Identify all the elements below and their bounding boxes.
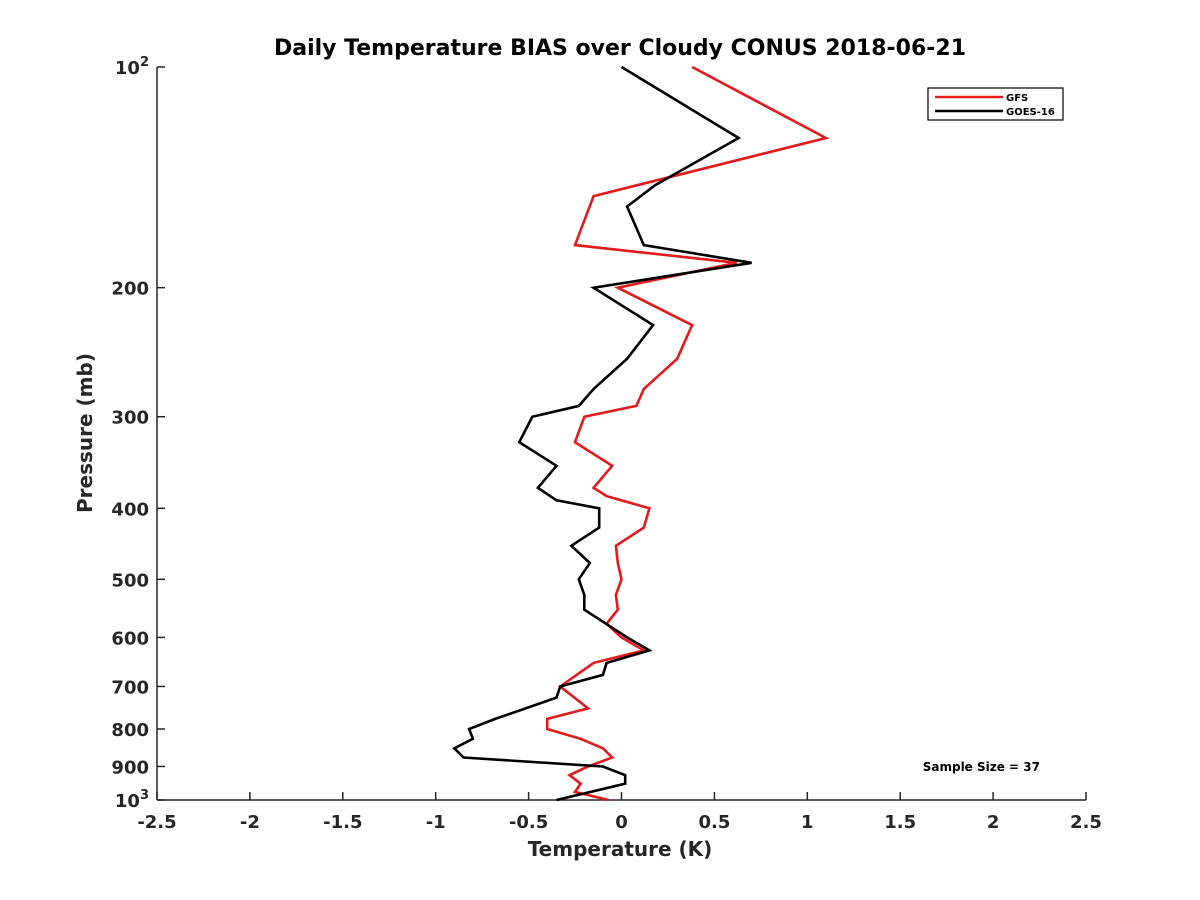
y-tick-label: 800 xyxy=(111,720,149,741)
x-tick-label: 0.5 xyxy=(698,812,730,833)
y-tick-base: 800 xyxy=(111,720,149,741)
legend-box xyxy=(927,87,1064,121)
x-tick-label: 1 xyxy=(801,812,814,833)
y-tick-label: 600 xyxy=(111,628,149,649)
x-tick-label: -2.5 xyxy=(137,812,176,833)
y-tick-label: 300 xyxy=(111,408,149,429)
y-tick-base: 700 xyxy=(111,677,149,698)
y-tick-base: 10 xyxy=(115,791,140,812)
x-tick-label: -2 xyxy=(240,812,260,833)
legend: GFS GOES-16 xyxy=(927,87,1064,121)
series-line-gfs xyxy=(545,65,830,802)
x-tick-label: 2.5 xyxy=(1070,812,1102,833)
y-tick-label: 102 xyxy=(115,55,149,79)
series-layer xyxy=(452,65,830,802)
legend-label: GFS xyxy=(1006,93,1028,104)
y-tick-label: 900 xyxy=(111,757,149,778)
x-tick-label: -1.5 xyxy=(323,812,362,833)
chart-title: Daily Temperature BIAS over Cloudy CONUS… xyxy=(274,36,966,61)
y-tick-label: 200 xyxy=(111,279,149,300)
y-tick-label: 500 xyxy=(111,570,149,591)
sample-size-annotation: Sample Size = 37 xyxy=(923,760,1040,774)
x-axis: -2.5 -2 -1.5 -1 -0.5 0 0.5 1 1.5 2 2.5 xyxy=(137,792,1102,833)
y-tick-label: 103 xyxy=(115,788,149,812)
y-axis-label: Pressure (mb) xyxy=(73,353,97,513)
x-tick-label: 0 xyxy=(615,812,628,833)
x-tick-label: -0.5 xyxy=(509,812,548,833)
y-tick-base: 10 xyxy=(115,58,140,79)
y-tick-exponent: 3 xyxy=(140,788,149,803)
x-tick-label: 1.5 xyxy=(884,812,916,833)
y-tick-base: 500 xyxy=(111,570,149,591)
y-tick-label: 700 xyxy=(111,677,149,698)
y-tick-label: 400 xyxy=(111,499,149,520)
x-tick-label: -1 xyxy=(426,812,446,833)
series-line-goes-16 xyxy=(452,65,752,802)
legend-label: GOES-16 xyxy=(1006,107,1055,118)
y-tick-base: 900 xyxy=(111,757,149,778)
y-tick-base: 300 xyxy=(111,408,149,429)
y-tick-exponent: 2 xyxy=(140,55,149,70)
x-axis-label: Temperature (K) xyxy=(528,837,713,861)
x-tick-label: 2 xyxy=(987,812,1000,833)
y-tick-base: 600 xyxy=(111,628,149,649)
y-tick-base: 400 xyxy=(111,499,149,520)
plot-area xyxy=(157,67,1086,800)
y-tick-base: 200 xyxy=(111,279,149,300)
